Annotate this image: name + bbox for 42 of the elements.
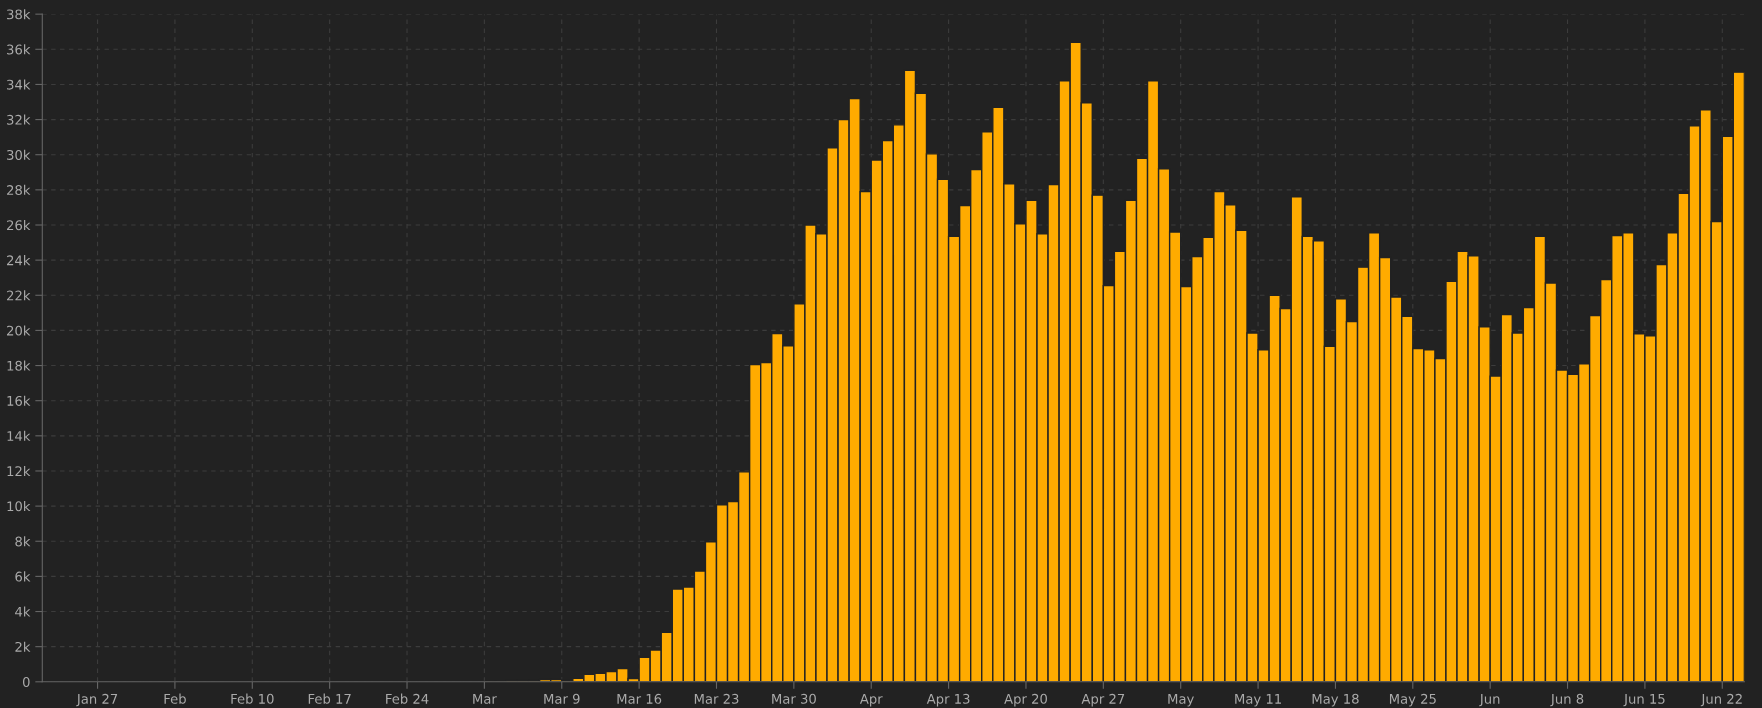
- y-tick-label: 36k: [7, 44, 31, 55]
- x-tick-label: May 25: [1389, 693, 1436, 707]
- y-tick-label: 6k: [15, 571, 31, 582]
- y-tick-label: 28k: [7, 184, 31, 196]
- x-tick-label: Jun 22: [1700, 693, 1742, 707]
- y-tick-label: 10k: [7, 501, 31, 512]
- x-tick-label: Jun: [1479, 694, 1500, 707]
- x-tick-label: Jan 27: [76, 693, 118, 707]
- y-tick-label: 26k: [7, 219, 31, 231]
- x-tick-label: Mar 9: [544, 693, 580, 704]
- y-tick-label: 38k: [7, 9, 31, 20]
- x-tick-label: Apr 13: [926, 693, 970, 707]
- x-tick-label: Feb 17: [308, 693, 351, 704]
- y-tick-label: 24k: [7, 255, 31, 266]
- y-tick-label: 32k: [7, 114, 31, 125]
- x-tick-label: Apr 27: [1081, 693, 1125, 707]
- x-tick-label: Mar 23: [694, 693, 739, 704]
- y-tick-label: 8k: [15, 536, 31, 547]
- x-tick-label: Jun 15: [1623, 694, 1665, 707]
- x-tick-label: Feb 10: [231, 693, 274, 704]
- x-tick-label: May: [1168, 694, 1194, 707]
- y-tick-label: 34k: [7, 79, 31, 90]
- y-tick-label: 12k: [7, 465, 31, 476]
- x-tick-label: Mar 16: [617, 693, 662, 704]
- y-tick-label: 22k: [7, 290, 31, 301]
- x-tick-label: Mar: [473, 694, 497, 704]
- x-tick-label: May 11: [1235, 694, 1281, 707]
- y-tick-label: 20k: [7, 325, 31, 336]
- y-tick-label: 0: [22, 677, 30, 687]
- y-tick-label: 30k: [7, 149, 31, 160]
- x-tick-label: Mar 30: [772, 693, 816, 704]
- y-tick-label: 4k: [15, 606, 31, 617]
- x-tick-label: Jun 8: [1550, 693, 1584, 707]
- x-tick-label: Apr: [859, 694, 883, 707]
- y-tick-label: 2k: [15, 641, 31, 652]
- y-tick-label: 16k: [7, 395, 31, 406]
- x-tick-label: Apr 20: [1004, 693, 1047, 707]
- x-tick-label: Feb: [164, 693, 186, 704]
- y-tick-label: 18k: [7, 360, 31, 371]
- x-tick-label: Feb 24: [386, 693, 429, 704]
- x-tick-label: May 18: [1312, 693, 1359, 707]
- y-tick-label: 14k: [7, 430, 31, 441]
